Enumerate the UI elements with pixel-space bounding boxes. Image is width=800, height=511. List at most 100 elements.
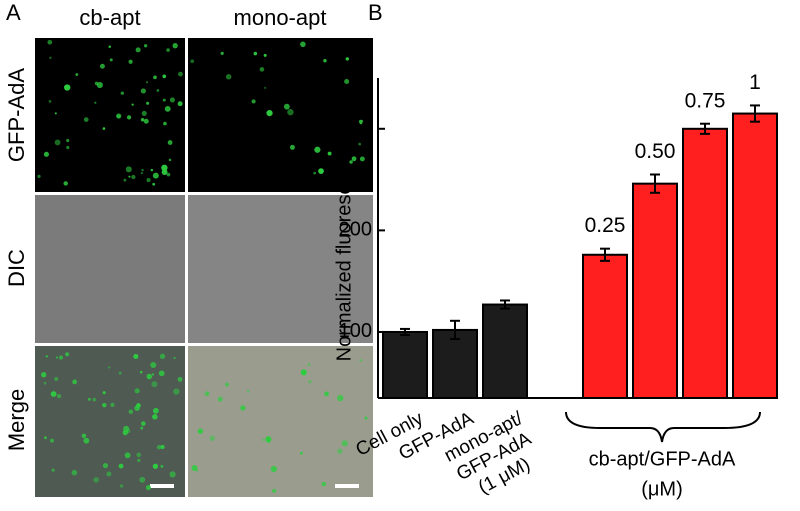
- bar-annotation: 1: [749, 71, 761, 94]
- micrograph: [188, 38, 373, 192]
- cell: [54, 377, 59, 381]
- cell: [66, 139, 70, 143]
- cell: [94, 101, 97, 104]
- row-label: Merge: [4, 389, 29, 451]
- cell: [177, 376, 183, 382]
- group-unit: (μM): [641, 478, 683, 500]
- row-label: DIC: [4, 249, 29, 287]
- cell: [126, 115, 132, 120]
- cell: [99, 63, 105, 69]
- cell: [146, 178, 151, 183]
- cell: [92, 397, 97, 402]
- cell: [128, 409, 134, 414]
- cell: [287, 108, 294, 116]
- cell: [270, 465, 278, 473]
- scale-bar: [335, 484, 359, 488]
- cell: [262, 438, 265, 441]
- cell: [191, 464, 198, 471]
- cell: [152, 414, 158, 420]
- cell: [136, 452, 142, 458]
- cell: [266, 110, 273, 117]
- cell: [133, 353, 139, 360]
- cell: [137, 458, 141, 463]
- cell: [43, 151, 49, 157]
- cell: [75, 73, 79, 76]
- cell: [47, 39, 53, 45]
- cell: [43, 436, 47, 440]
- cell: [109, 58, 113, 62]
- cell: [177, 101, 183, 107]
- cell: [54, 112, 57, 115]
- cell: [141, 169, 144, 172]
- cell: [71, 469, 78, 476]
- bar: [482, 303, 528, 399]
- cell: [313, 171, 317, 175]
- cell: [131, 174, 136, 180]
- bar-annotation: 0.50: [635, 140, 676, 163]
- cell: [247, 390, 250, 393]
- cell: [152, 407, 159, 414]
- cell: [162, 74, 167, 79]
- bar-annotation: 0.75: [685, 89, 726, 112]
- cell: [150, 168, 154, 172]
- column-label: cb-apt: [79, 5, 140, 30]
- scale-bar: [150, 484, 174, 488]
- cell: [143, 44, 148, 48]
- cell: [125, 166, 132, 173]
- cell: [66, 145, 70, 150]
- cell: [259, 67, 265, 72]
- cell: [166, 48, 170, 52]
- cell: [321, 481, 327, 487]
- cell: [324, 391, 329, 397]
- cell: [169, 471, 176, 478]
- cell: [359, 358, 363, 362]
- cell: [108, 366, 111, 369]
- cell: [128, 175, 131, 178]
- cell: [110, 402, 115, 407]
- cell: [166, 172, 171, 177]
- cell: [351, 156, 357, 162]
- cell: [87, 397, 91, 401]
- y-tick-label: 100: [339, 320, 372, 342]
- cell: [263, 53, 267, 57]
- cell: [152, 182, 156, 186]
- cell: [161, 164, 168, 171]
- cell: [327, 151, 332, 156]
- cell: [172, 43, 178, 49]
- cell: [190, 59, 195, 64]
- cell: [164, 105, 171, 112]
- cell: [120, 91, 125, 95]
- cell: [55, 356, 58, 359]
- cell: [118, 371, 122, 375]
- cell: [150, 361, 157, 368]
- y-tick-label: 300: [339, 117, 372, 139]
- cell: [41, 372, 47, 378]
- cell: [359, 156, 365, 162]
- cell: [93, 477, 99, 483]
- cell: [308, 380, 312, 384]
- cell: [141, 110, 147, 116]
- cell: [139, 476, 146, 483]
- cell: [159, 353, 166, 360]
- cell: [156, 89, 160, 92]
- cell: [289, 144, 295, 150]
- cell: [135, 47, 141, 53]
- bar: [582, 253, 628, 399]
- cell: [323, 58, 327, 63]
- cell: [160, 444, 165, 450]
- cell: [64, 84, 71, 91]
- cell: [102, 127, 106, 130]
- cell: [106, 471, 112, 477]
- micrograph: [188, 346, 373, 497]
- cell: [151, 381, 158, 388]
- cell: [300, 369, 307, 376]
- group-brace: [565, 411, 761, 443]
- cell: [136, 403, 141, 408]
- cell: [146, 373, 153, 380]
- cell: [102, 462, 109, 469]
- bar: [682, 127, 728, 400]
- cell: [140, 421, 146, 426]
- cell: [65, 352, 70, 357]
